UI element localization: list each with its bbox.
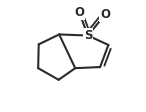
Text: O: O [100,8,110,21]
Text: O: O [74,6,84,19]
Text: S: S [84,29,92,42]
